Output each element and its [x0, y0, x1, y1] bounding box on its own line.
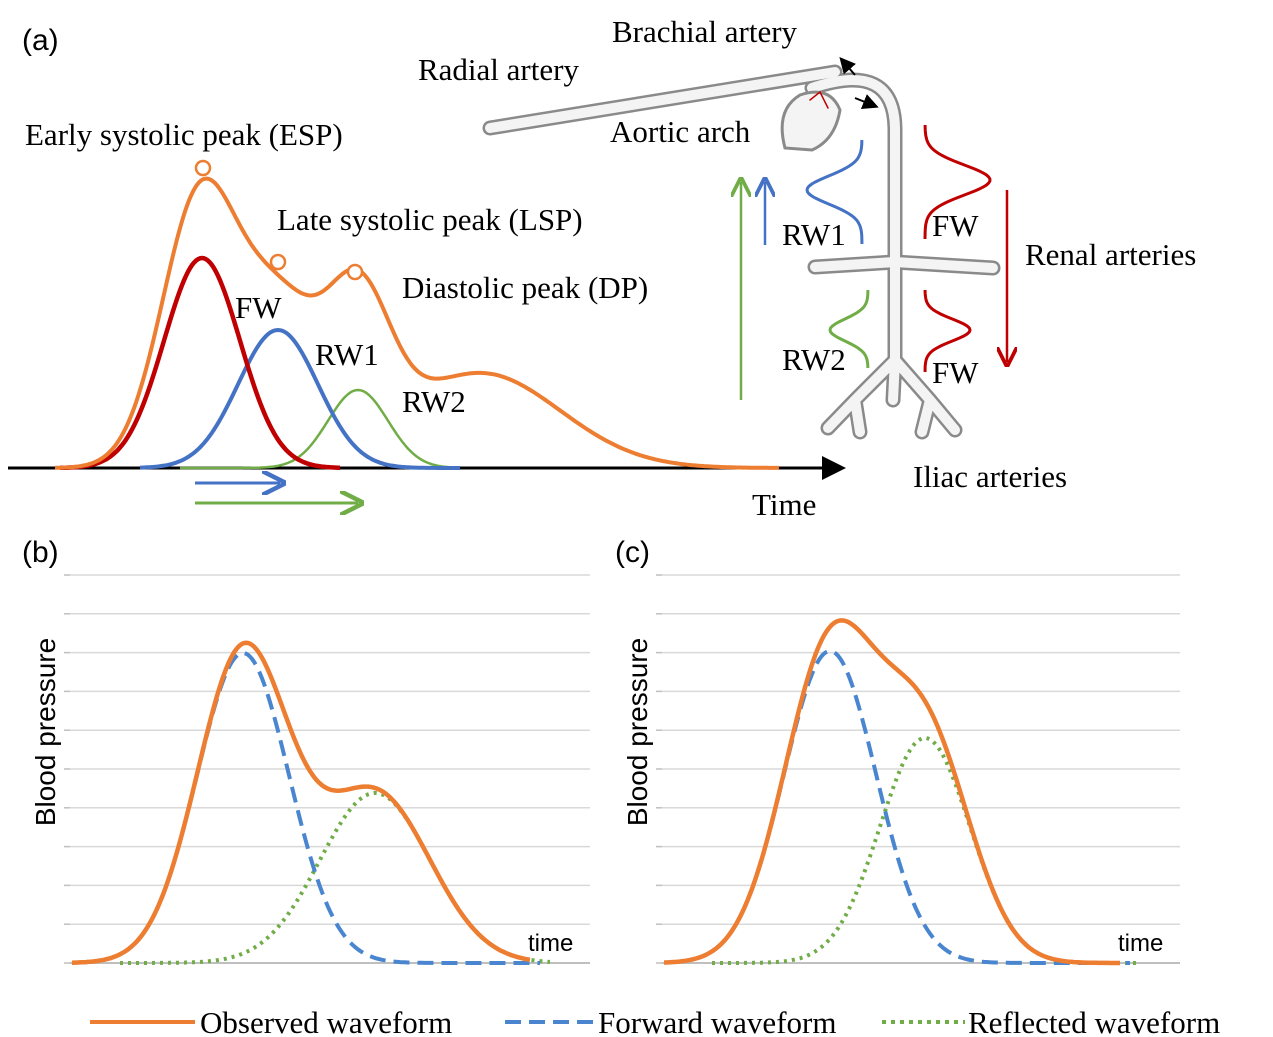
rw2-wave — [828, 290, 870, 369]
fw-wave — [923, 290, 972, 373]
x-label: time — [1118, 930, 1163, 957]
peak-marker — [269, 253, 287, 271]
reflected-wave-2 — [180, 388, 461, 470]
legend-label: Reflected waveform — [968, 1005, 1220, 1037]
rw1-label: RW1 — [782, 217, 846, 252]
peak-marker — [346, 263, 364, 281]
observed-waveform — [664, 618, 1120, 966]
forward-waveform — [71, 651, 540, 965]
panel-label: (a) — [22, 24, 59, 57]
dp-label: Diastolic peak (DP) — [402, 270, 648, 305]
y-label: Blood pressure — [622, 638, 653, 826]
fw-label: FW — [932, 355, 979, 390]
lsp-label: Late systolic peak (LSP) — [277, 202, 583, 237]
radial-label: Radial artery — [418, 52, 579, 87]
panel-label: (c) — [615, 536, 650, 569]
flow-arrow — [839, 56, 856, 76]
rw2-label: RW2 — [402, 384, 466, 419]
forward-waveform — [664, 648, 1130, 965]
rw2-label: RW2 — [782, 342, 846, 377]
y-label: Blood pressure — [30, 638, 61, 826]
fw-wave — [923, 125, 992, 239]
arteries — [482, 64, 1001, 440]
brachial-label: Brachial artery — [612, 14, 798, 49]
esp-label: Early systolic peak (ESP) — [25, 117, 343, 152]
reflected-wave-1 — [140, 327, 460, 470]
legend-label: Observed waveform — [200, 1005, 452, 1037]
observed-wave — [55, 176, 779, 470]
x-label: time — [528, 930, 573, 957]
fw-label: FW — [235, 290, 282, 325]
fw-label: FW — [932, 208, 979, 243]
observed-waveform — [71, 640, 531, 965]
legend-label: Forward waveform — [598, 1005, 836, 1037]
panel-label: (b) — [22, 536, 59, 569]
legend: Observed waveform Forward waveform Refle… — [90, 1005, 1220, 1037]
peak-marker — [194, 159, 212, 177]
flow-arrow — [854, 94, 879, 109]
rw1-label: RW1 — [315, 337, 379, 372]
forward-wave — [60, 255, 340, 471]
iliac-label: Iliac arteries — [913, 459, 1067, 494]
renal-label: Renal arteries — [1025, 237, 1196, 272]
x-label: Time — [752, 487, 816, 522]
rw1-wave — [805, 139, 864, 245]
aortic-arch-label: Aortic arch — [610, 114, 751, 149]
